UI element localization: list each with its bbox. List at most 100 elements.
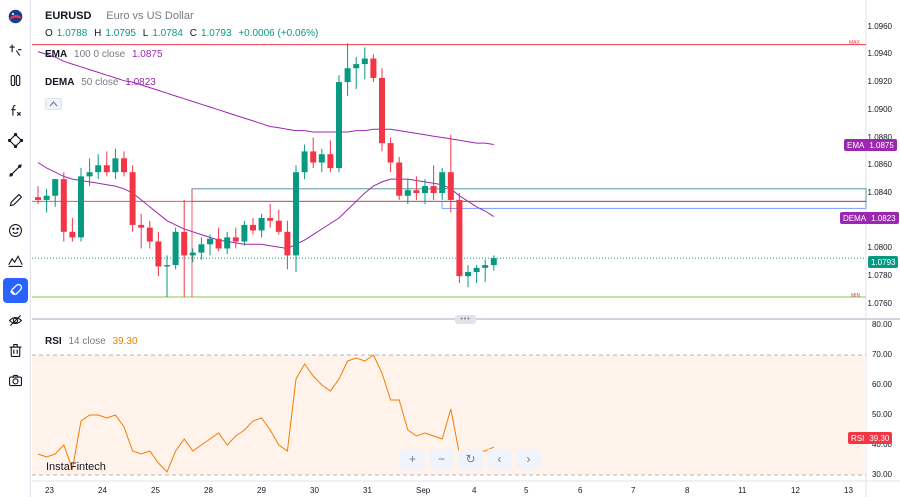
high-value: 1.0795 [105,28,136,39]
time-tick-label: 31 [363,486,372,495]
emoji-icon[interactable] [3,218,28,243]
candle-body [95,165,102,173]
rsi-tick-label: 50.00 [871,410,892,419]
candle-body [78,176,84,238]
candle-body [473,267,480,273]
candle-body [224,237,231,249]
dema-name: DEMA [45,77,75,88]
snapshot-icon[interactable] [3,368,28,393]
candle-body [301,151,308,173]
candle-body [430,186,437,193]
candle-body [60,179,67,232]
min-marker: MIN [851,293,861,299]
ema-legend[interactable]: EMA 100 0 close 1.0875 [45,49,167,60]
ema-value: 1.0875 [131,49,163,60]
prediction-icon[interactable] [3,158,28,183]
candle-body [43,195,50,200]
scroll-right-button[interactable]: › [516,449,541,469]
rsi-tick-label: 70.00 [871,350,892,359]
candle-body [482,265,489,268]
candle-body [361,58,368,65]
reset-button[interactable]: ↻ [458,449,483,469]
trend-line-icon[interactable] [3,68,28,93]
fib-icon[interactable] [3,98,28,123]
brush-icon[interactable] [3,188,28,213]
time-tick-label: 5 [524,486,529,495]
candle-body [258,217,265,231]
rsi-tick-label: 40.00 [871,440,892,449]
dema-line [37,162,495,250]
time-tick-label: 6 [578,486,583,495]
time-tick-label: 4 [472,486,477,495]
scroll-left-button[interactable]: ‹ [487,449,512,469]
candle-body [370,58,377,78]
price-tick-label: 1.0960 [867,21,892,31]
candle-body [439,172,446,193]
open-value: 1.0788 [56,28,88,39]
time-tick-label: 12 [791,486,800,495]
time-tick-label: 23 [45,486,54,495]
candle-body [146,227,153,242]
time-tick-label: 24 [98,486,107,495]
rsi-tick-label: 30.00 [871,470,892,479]
price-tick-label: 1.0900 [867,104,892,114]
eye-off-icon[interactable] [3,308,28,333]
time-tick-label: Sep [416,486,431,495]
dema-value: 1.0823 [125,77,156,88]
candle-body [275,220,282,232]
low-value: 1.0784 [152,28,183,39]
candle-body [103,165,110,173]
symbol-ticker[interactable]: EURUSD [45,10,92,22]
pattern-icon[interactable] [3,128,28,153]
magnet-icon[interactable] [3,278,28,303]
high-label: H [94,28,102,39]
left-toolbar [0,0,31,497]
price-levels [32,44,867,298]
ema-name: EMA [45,49,68,60]
ema-badge-value: 1.0875 [869,140,894,150]
candle-body [121,158,127,173]
candle-body [232,237,239,242]
candle-body [189,252,196,256]
zoom-in-button[interactable]: + [400,449,425,469]
price-tick-label: 1.0840 [867,188,892,197]
low-label: L [142,28,149,39]
rsi-legend[interactable]: RSI 14 close 39.30 [45,336,142,347]
ema-badge: EMA 1.0875 [844,139,897,151]
candle-body [310,151,317,163]
candle-body [172,231,179,266]
price-tick-label: 1.0920 [867,77,892,87]
dema-badge-value: 1.0823 [871,213,896,223]
candle-body [344,68,351,83]
pane-resize-handle[interactable]: ••• [455,315,476,324]
candle-body [396,162,403,196]
collapse-legend-button[interactable] [45,98,62,110]
candle-body [215,238,222,249]
symbol-description: Euro vs US Dollar [106,10,194,22]
rsi-value: 39.30 [112,336,138,347]
candle-body [207,238,213,245]
logo-icon[interactable] [3,4,28,29]
ema-line [37,51,494,145]
max-marker: MAX [849,40,860,46]
candle-body [318,154,325,163]
candle-body [181,231,188,256]
rsi-name: RSI [45,336,62,347]
rsi-badge: RSI 39.30 [848,432,893,444]
price-tick-label: 1.0940 [867,49,892,59]
price-tick-label: 1.0880 [867,132,892,142]
candle-body [250,224,256,231]
candle-body [456,199,463,277]
time-tick-label: 7 [631,486,636,495]
dema-legend[interactable]: DEMA 50 close 1.0823 [45,77,160,88]
candle-body [267,217,274,221]
candle-body [353,64,360,69]
crosshair-icon[interactable] [3,38,28,63]
symbol-legend: EURUSD Euro vs US Dollar [45,10,198,22]
candles [35,43,497,297]
candle-body [293,172,299,256]
measure-icon[interactable] [3,248,28,273]
zoom-out-button[interactable]: − [429,449,454,469]
trash-icon[interactable] [3,338,28,363]
